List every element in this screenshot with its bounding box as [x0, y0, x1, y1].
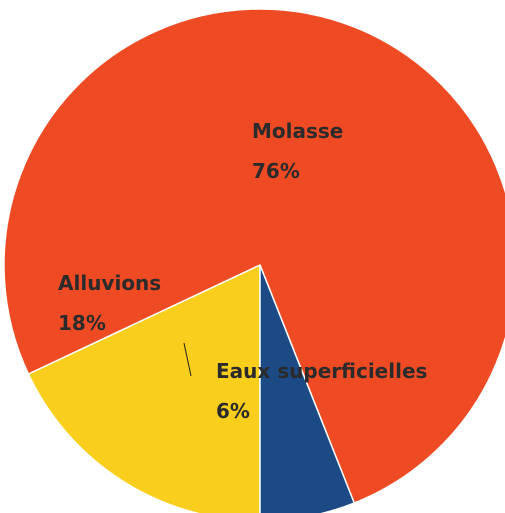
slice-value-label: 6% — [216, 399, 250, 423]
slice-label: Molasse — [252, 119, 343, 143]
pie-slice — [3, 8, 505, 504]
slice-label: Eaux superficielles — [216, 359, 427, 383]
pie-slice — [259, 264, 356, 513]
slices — [3, 8, 505, 513]
pie-slice — [27, 263, 261, 513]
leader-line — [183, 342, 192, 377]
slice-label: Alluvions — [58, 271, 161, 295]
labels: Alluvions 18% Molasse 76% Eaux superficielle… — [58, 119, 427, 423]
slice-value-label: 76% — [252, 159, 300, 183]
slice-value-label: 18% — [58, 311, 106, 335]
